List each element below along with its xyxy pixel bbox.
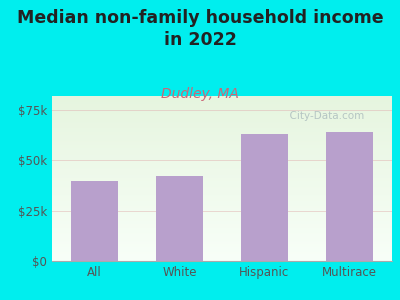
Text: Median non-family household income
in 2022: Median non-family household income in 20… bbox=[17, 9, 383, 49]
Bar bbox=[71, 181, 118, 261]
Text: City-Data.com: City-Data.com bbox=[283, 111, 364, 121]
Text: Dudley, MA: Dudley, MA bbox=[161, 87, 239, 101]
Bar bbox=[156, 176, 203, 261]
Bar bbox=[326, 132, 373, 261]
Bar bbox=[241, 134, 288, 261]
